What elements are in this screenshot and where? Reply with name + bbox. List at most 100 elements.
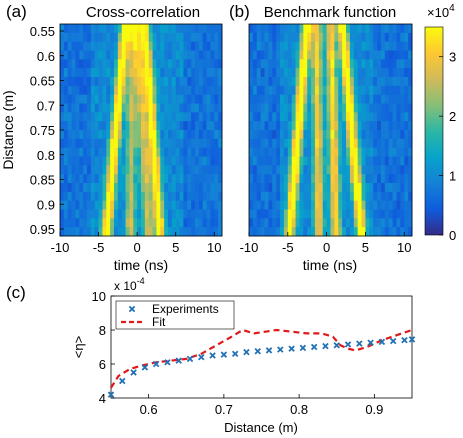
panel-b-heatmap-cell [307,68,312,78]
panel-a-heatmap-cell [191,94,196,104]
panel-a-heatmap-cell [152,85,157,96]
panel-b-heatmap-cell [272,183,277,193]
panel-b-heatmap-cell [384,200,390,210]
panel-b-heatmap-cell [318,183,324,193]
panel-b-heatmap-cell [396,165,401,175]
panel-a-heatmap-cell [87,59,92,69]
panel-b-heatmap-cell [334,200,339,210]
panel-a-heatmap-cell [195,68,200,78]
panel-a-heatmap-cell [60,103,65,113]
panel-b-heatmap-cell [334,50,339,60]
panel-b-heatmap-cell [272,121,277,131]
panel-b-heatmap-cell [322,94,328,104]
panel-b-heatmap-cell [330,94,335,104]
panel-a-heatmap-cell [71,227,76,237]
panel-b-heatmap-cell [287,50,293,60]
panel-a-heatmap-cell [121,121,126,131]
panel-b-heatmap-cell [276,227,281,237]
panel-a-heatmap-cell [171,209,177,219]
panel-b-heatmap-cell [326,218,331,228]
panel-a-heatmap-cell [214,103,219,113]
panel-a-heatmap-cell [79,165,84,175]
panel-a-heatmap-cell [117,191,123,202]
panel-b-heatmap-cell [272,24,277,34]
panel-b-heatmap-cell [342,165,347,175]
panel-a-heatmap-cell [160,85,165,96]
panel-a-heatmap-cell [175,130,180,140]
panel-a-heatmap-cell [94,68,99,78]
panel-b-heatmap-cell [291,165,296,175]
panel-a-heatmap-cell [206,138,211,149]
legend: Experiments Fit [115,300,235,330]
panel-a-heatmap-cell [60,165,65,175]
panel-a-heatmap-cell [90,218,96,228]
panel-b-heatmap-cell [380,32,386,43]
panel-a-heatmap-cell [90,112,96,122]
panel-b-heatmap-cell [311,130,316,140]
panel-b-heatmap-cell [252,121,258,131]
panel-a-heatmap-cell [114,59,119,69]
panel-b-heatmap-cell [338,209,343,219]
panel-a-heatmap-cell [195,59,200,69]
panel-a-heatmap-cell [218,165,223,175]
panel-a-heatmap-cell [133,32,138,43]
panel-a-heatmap-cell [164,41,169,51]
panel-a-heatmap-cell [187,138,192,149]
panel-a-heatmap-cell [218,183,223,193]
panel-b-heatmap-cell [303,121,308,131]
panel-a-heatmap-cell [67,32,72,43]
panel-b-heatmap-cell [353,103,359,113]
panel-a-heatmap-cell [171,174,177,184]
panel-a-heatmap-cell [195,103,200,113]
panel-a-heatmap-cell [110,24,115,34]
panel-a-heatmap-cell [214,59,219,69]
panel-b-heatmap-cell [338,50,343,60]
panel-a-heatmap-cell [214,218,219,228]
panel-a-heatmap-cell [148,41,153,51]
panel-b-heatmap-cell [353,138,359,149]
panel-b-heatmap-cell [264,112,269,122]
panel-b-heatmap-cell [373,200,378,210]
panel-b-heatmap-cell [318,112,324,122]
panel-a-heatmap-cell [218,200,223,210]
panel-a-heatmap-cell [121,227,126,237]
panel-a-heatmap-cell [164,227,169,237]
panel-a-x-tick-label: 10 [207,240,221,255]
panel-b-heatmap-cell [346,68,351,78]
panel-a-heatmap-cell [141,200,146,210]
panel-b-heatmap-cell [303,147,308,157]
panel-a-heatmap-cell [202,200,207,210]
panel-b-heatmap-cell [357,94,362,104]
panel-b-heatmap-cell [377,130,382,140]
panel-b-heatmap-cell [369,50,374,60]
panel-b-heatmap-cell [264,94,269,104]
panel-b-heatmap-cell [365,200,370,210]
panel-a-y-tick-label: 0.65 [30,74,55,89]
panel-b-heatmap-cell [280,121,285,131]
panel-b-heatmap-cell [314,32,320,43]
panel-b-heatmap-cell [334,77,339,87]
panel-b-heatmap-cell [276,103,281,113]
panel-b-heatmap-cell [365,68,370,78]
panel-b-heatmap-cell [256,94,262,104]
panel-a-heatmap-cell [121,94,126,104]
panel-b-heatmap-cell [252,200,258,210]
panel-b-heatmap-cell [349,59,355,69]
panel-b-heatmap-cell [380,218,386,228]
panel-b-heatmap-cell [392,130,397,140]
panel-b-heatmap-cell [256,183,262,193]
panel-b-heatmap-cell [291,174,296,184]
panel-a-heatmap-cell [110,209,115,219]
panel-a-y-tick-label: 0.7 [37,98,55,113]
panel-a-heatmap-cell [125,103,130,113]
panel-a-heatmap-cell [168,112,173,122]
panel-b-heatmap-cell [384,103,390,113]
panel-b-heatmap-cell [314,191,320,202]
panel-a-heatmap-cell [102,209,107,219]
panel-a-heatmap-cell [67,41,72,51]
panel-b-heatmap-cell [400,50,405,60]
panel-b-heatmap-cell [365,59,370,69]
panel-b-heatmap-cell [287,156,293,166]
panel-a-heatmap-cell [214,130,219,140]
panel-b-heatmap-cell [334,183,339,193]
